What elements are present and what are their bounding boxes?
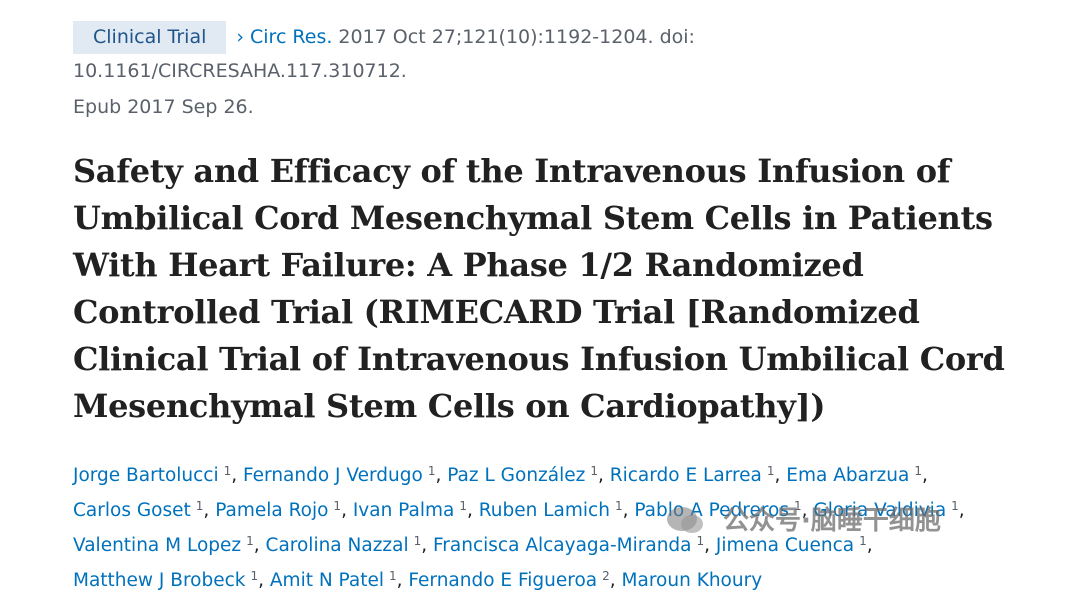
author-item: Carolina Nazzal 1 — [265, 534, 422, 556]
author-item: Carlos Goset 1 — [73, 499, 204, 521]
author-item: Ivan Palma 1 — [352, 499, 467, 521]
author-item: Fernando E Figueroa 2 — [408, 569, 610, 591]
epub-date: Epub 2017 Sep 26. — [73, 96, 254, 118]
affiliation-number[interactable]: 1 — [413, 534, 422, 548]
affiliation-number[interactable]: 1 — [859, 534, 867, 548]
author-item: Valentina M Lopez 1 — [73, 534, 254, 556]
article-title: Safety and Efficacy of the Intravenous I… — [73, 152, 1005, 425]
author-name-link[interactable]: Gloria Valdivia — [813, 500, 947, 521]
affiliation-number[interactable]: 1 — [223, 464, 232, 478]
watermark: 公众号·脑睡干细胞 — [667, 500, 941, 537]
author-name-link[interactable]: Carolina Nazzal — [265, 535, 409, 556]
author-item: Pamela Rojo 1 — [215, 499, 342, 521]
affiliation-number[interactable]: 1 — [250, 569, 259, 583]
affiliation-number[interactable]: 1 — [389, 569, 397, 583]
affiliation-number[interactable]: 2 — [602, 569, 610, 583]
author-name-link[interactable]: Maroun Khoury — [621, 570, 763, 591]
author-name-link[interactable]: Valentina M Lopez — [73, 535, 242, 556]
citation-details: 2017 Oct 27;121(10):1192-1204. doi: 10.1… — [73, 26, 695, 82]
author-name-link[interactable]: Paz L González — [447, 465, 586, 486]
wechat-icon — [667, 506, 703, 533]
affiliation-number[interactable]: 1 — [766, 464, 775, 478]
author-name-link[interactable]: Carlos Goset — [73, 500, 191, 521]
affiliation-number[interactable]: 1 — [696, 534, 705, 548]
affiliation-number[interactable]: 1 — [333, 499, 342, 513]
affiliation-number[interactable]: 1 — [793, 499, 802, 513]
affiliation-number[interactable]: 1 — [459, 499, 467, 513]
author-item: Gloria Valdivia 1 — [813, 499, 959, 521]
author-name-link[interactable]: Ricardo E Larrea — [609, 465, 762, 486]
author-name-link[interactable]: Ruben Lamich — [478, 500, 610, 521]
author-item: Fernando J Verdugo 1 — [243, 464, 436, 486]
author-name-link[interactable]: Ivan Palma — [352, 500, 455, 521]
author-item: Jorge Bartolucci 1 — [73, 464, 232, 486]
author-name-link[interactable]: Francisca Alcayaga-Miranda — [433, 535, 692, 556]
affiliation-number[interactable]: 1 — [614, 499, 623, 513]
author-item: Francisca Alcayaga-Miranda 1 — [433, 534, 705, 556]
affiliation-number[interactable]: 1 — [427, 464, 436, 478]
author-item: Jimena Cuenca 1 — [715, 534, 867, 556]
affiliation-number[interactable]: 1 — [195, 499, 204, 513]
author-name-link[interactable]: Matthew J Brobeck — [73, 570, 246, 591]
author-name-link[interactable]: Ema Abarzua — [786, 465, 910, 486]
article-type-badge: Clinical Trial — [73, 21, 227, 54]
author-item: Matthew J Brobeck 1 — [73, 569, 259, 591]
author-name-link[interactable]: Pamela Rojo — [215, 500, 329, 521]
chevron-right-icon: › — [236, 26, 244, 48]
author-name-link[interactable]: Fernando E Figueroa — [408, 570, 598, 591]
watermark-text: 公众号·脑睡干细胞 — [723, 506, 941, 536]
affiliation-number[interactable]: 1 — [951, 499, 959, 513]
author-name-link[interactable]: Jorge Bartolucci — [73, 465, 219, 486]
author-item: Paz L González 1 — [447, 464, 598, 486]
author-name-link[interactable]: Jimena Cuenca — [715, 535, 855, 556]
journal-link[interactable]: Circ Res. — [250, 26, 333, 48]
affiliation-number[interactable]: 1 — [914, 464, 922, 478]
author-item: Maroun Khoury — [622, 570, 763, 591]
affiliation-number[interactable]: 1 — [590, 464, 598, 478]
author-item: Ruben Lamich 1 — [478, 499, 623, 521]
author-item: Ricardo E Larrea 1 — [609, 464, 775, 486]
affiliation-number[interactable]: 1 — [246, 534, 254, 548]
author-name-link[interactable]: Fernando J Verdugo — [243, 465, 423, 486]
article-header: Clinical Trial › Circ Res. 2017 Oct 27;121(… — [73, 20, 1033, 596]
author-item: Ema Abarzua 1 — [786, 464, 922, 486]
author-item: Amit N Patel 1 — [269, 569, 397, 591]
citation-line: Clinical Trial › Circ Res. 2017 Oct 27;121(… — [73, 20, 1033, 88]
author-name-link[interactable]: Amit N Patel — [269, 570, 384, 591]
